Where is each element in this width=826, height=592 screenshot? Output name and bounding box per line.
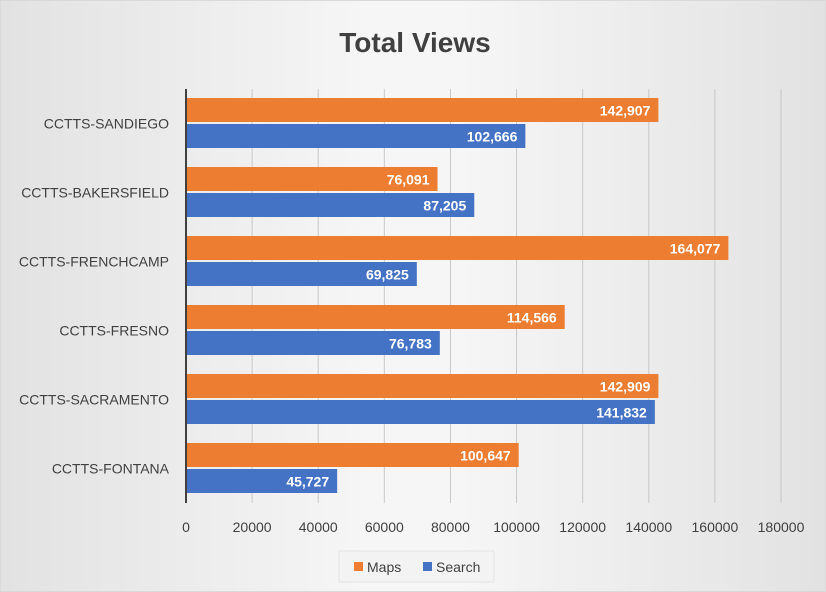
bar-maps [187, 236, 729, 260]
legend-label-search: Search [436, 559, 480, 575]
data-label: 87,205 [423, 198, 466, 214]
x-tick-label: 140000 [625, 519, 672, 535]
legend-swatch-maps [354, 562, 363, 571]
chart-title: Total Views [339, 27, 490, 58]
bars [187, 98, 729, 493]
x-tick-label: 60000 [365, 519, 404, 535]
data-label: 142,909 [600, 379, 651, 395]
bar-maps [187, 167, 438, 191]
category-label: CCTTS-FRENCHCAMP [19, 254, 169, 270]
bar-search [187, 262, 417, 286]
legend-box [338, 550, 495, 583]
value-axis: 0 20000 40000 60000 80000 100000 120000 140000 1… [182, 519, 804, 535]
data-labels: 142,907 102,666 76,091 87,205 164,077 69,825 1… [286, 103, 720, 490]
x-tick-label: 120000 [559, 519, 606, 535]
x-tick-label: 180000 [758, 519, 805, 535]
bar-maps [187, 98, 659, 122]
category-label: CCTTS-SANDIEGO [44, 116, 169, 132]
legend: Maps Search [338, 550, 495, 583]
category-axis: CCTTS-SANDIEGO CCTTS-BAKERSFIELD CCTTS-FRE… [19, 116, 170, 477]
x-tick-label: 20000 [233, 519, 272, 535]
x-tick-label: 80000 [431, 519, 470, 535]
bar-search [187, 124, 526, 148]
category-label: CCTTS-FONTANA [52, 461, 170, 477]
data-label: 100,647 [460, 448, 511, 464]
category-label: CCTTS-BAKERSFIELD [21, 185, 169, 201]
bar-maps [187, 305, 565, 329]
data-label: 164,077 [670, 241, 721, 257]
bar-search [187, 331, 440, 355]
bar-maps [187, 443, 519, 467]
bar-search [187, 193, 475, 217]
bar-search [187, 469, 338, 493]
legend-label-maps: Maps [367, 559, 401, 575]
data-label: 102,666 [467, 129, 518, 145]
x-tick-label: 100000 [493, 519, 540, 535]
category-label: CCTTS-SACRAMENTO [19, 392, 169, 408]
x-tick-label: 160000 [692, 519, 739, 535]
data-label: 141,832 [596, 405, 647, 421]
category-label: CCTTS-FRESNO [59, 323, 169, 339]
data-label: 45,727 [286, 474, 329, 490]
data-label: 76,091 [387, 172, 430, 188]
legend-swatch-search [423, 562, 432, 571]
bar-maps [187, 374, 659, 398]
data-label: 114,566 [507, 310, 557, 326]
data-label: 142,907 [600, 103, 651, 119]
data-label: 76,783 [389, 336, 432, 352]
x-tick-label: 0 [182, 519, 190, 535]
data-label: 69,825 [366, 267, 409, 283]
gridlines [251, 89, 782, 503]
bar-search [187, 400, 655, 424]
x-tick-label: 40000 [299, 519, 338, 535]
